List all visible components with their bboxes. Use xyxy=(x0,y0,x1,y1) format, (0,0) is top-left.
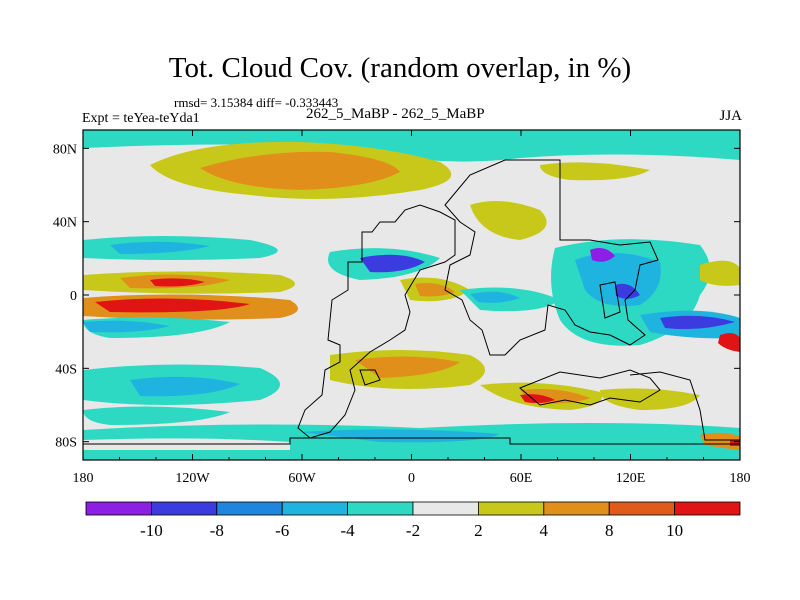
contour-spac-east-yellow xyxy=(600,388,700,410)
colorbar-swatch xyxy=(412,501,479,516)
contour-asia-purple xyxy=(590,248,615,262)
contour-europe-yellow xyxy=(470,201,547,240)
contour-asia-yellow xyxy=(540,162,650,181)
y-tick-label: 40N xyxy=(53,216,77,231)
plot-title: Tot. Cloud Cov. (random overlap, in %) xyxy=(168,52,632,84)
y-tick-label: 0 xyxy=(70,289,77,304)
x-tick-label: 60E xyxy=(510,471,533,486)
contour-wpac-red xyxy=(718,333,740,352)
colorbar-swatch xyxy=(477,501,545,516)
colorbar-label: 8 xyxy=(605,521,614,540)
contour-so-cyan xyxy=(83,406,230,425)
colorbar-swatch xyxy=(281,501,349,516)
contour-natl-blue xyxy=(360,254,425,273)
x-axis: 180 120W 60W 0 60E 120E 180 xyxy=(73,130,751,486)
colorbar-label: -4 xyxy=(341,521,356,540)
colorbar-swatch xyxy=(608,501,676,516)
experiment-label: Expt = teYea-teYda1 xyxy=(82,111,200,126)
contour-antarctic-red xyxy=(730,440,740,446)
y-axis: 80N 40N 0 40S 80S xyxy=(53,142,740,451)
contour-field xyxy=(83,130,740,460)
antarctic-peninsula-outline xyxy=(629,371,740,441)
contour-npac-east-yellow xyxy=(700,260,740,286)
contour-sind-red xyxy=(520,394,555,404)
contour-eq-red xyxy=(95,298,250,313)
antarctica-outline xyxy=(83,437,740,445)
case-label: 262_5_MaBP - 262_5_MaBP xyxy=(306,106,485,122)
y-tick-label: 80N xyxy=(53,142,77,157)
y-tick-label: 80S xyxy=(55,436,77,451)
stats-label: rmsd= 3.15384 diff= -0.333443 xyxy=(174,95,339,110)
colorbar-label: -6 xyxy=(275,521,289,540)
contour-atl-orange xyxy=(415,283,455,297)
colorbar-swatch xyxy=(674,501,741,516)
colorbar-swatch xyxy=(543,501,610,516)
y-tick-label: 40S xyxy=(55,362,77,377)
x-tick-label: 0 xyxy=(408,471,415,486)
contour-antarctic-blue xyxy=(300,429,500,443)
americas-outline xyxy=(297,204,456,439)
season-label: JJA xyxy=(719,108,742,124)
indochina-outline xyxy=(599,281,621,319)
colorbar-label: 2 xyxy=(474,521,483,540)
colorbar-label: -2 xyxy=(406,521,420,540)
colorbar-swatch xyxy=(85,501,152,516)
australia-outline xyxy=(519,369,661,406)
contour-npac-blue xyxy=(110,241,210,254)
colorbar-label: -10 xyxy=(140,521,163,540)
band-north-cyan xyxy=(83,130,740,162)
island-outline xyxy=(359,369,381,386)
contour-eq-red-north xyxy=(150,278,205,287)
contour-satl-orange xyxy=(355,356,460,378)
coastlines xyxy=(83,159,740,445)
contour-africa-blue xyxy=(470,291,520,303)
x-tick-label: 180 xyxy=(73,471,94,486)
contour-eq-blue-south xyxy=(83,320,170,333)
colorbar-label: 10 xyxy=(666,521,683,540)
contour-asia-darkblue xyxy=(615,283,640,299)
colorbar-swatch xyxy=(150,501,218,516)
colorbar-swatch xyxy=(216,501,283,516)
x-tick-label: 60W xyxy=(288,471,316,486)
contour-wpac-darkblue xyxy=(660,315,735,330)
contour-arctic-orange xyxy=(200,151,400,190)
x-tick-label: 120E xyxy=(616,471,646,486)
colorbar-label: 4 xyxy=(540,521,549,540)
x-tick-label: 120W xyxy=(175,471,210,486)
x-tick-label: 180 xyxy=(730,471,751,486)
contour-spac-blue xyxy=(130,376,240,397)
colorbar: -10 -8 -6 -4 -2 2 4 8 10 xyxy=(85,501,741,540)
colorbar-swatch xyxy=(347,501,414,516)
eurasia-africa-outline xyxy=(444,159,659,356)
colorbar-label: -8 xyxy=(210,521,224,540)
